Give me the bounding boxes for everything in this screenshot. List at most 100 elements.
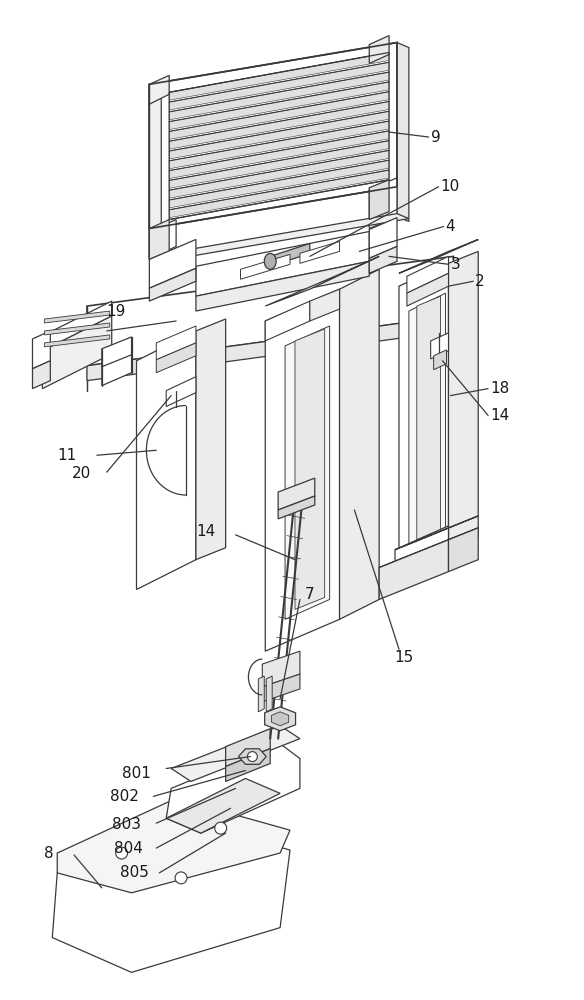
Polygon shape (262, 651, 300, 687)
Text: 15: 15 (394, 650, 413, 665)
Polygon shape (150, 214, 409, 261)
Polygon shape (169, 92, 389, 139)
Polygon shape (157, 326, 196, 360)
Polygon shape (169, 52, 389, 100)
Text: 14: 14 (490, 408, 509, 423)
Polygon shape (169, 170, 389, 218)
Text: 18: 18 (490, 381, 509, 396)
Polygon shape (44, 335, 110, 347)
Polygon shape (278, 496, 315, 519)
Polygon shape (272, 712, 288, 726)
Text: 802: 802 (110, 789, 138, 804)
Polygon shape (409, 293, 446, 552)
Polygon shape (169, 72, 389, 120)
Polygon shape (196, 232, 369, 296)
Polygon shape (150, 84, 161, 264)
Polygon shape (33, 361, 50, 389)
Polygon shape (87, 256, 453, 366)
Polygon shape (44, 311, 110, 323)
Polygon shape (33, 331, 50, 369)
Text: 11: 11 (57, 448, 77, 463)
Polygon shape (369, 246, 397, 273)
Polygon shape (169, 62, 389, 110)
Polygon shape (169, 111, 389, 159)
Polygon shape (434, 350, 447, 370)
Text: 8: 8 (44, 846, 54, 861)
Polygon shape (171, 726, 300, 781)
Polygon shape (166, 744, 300, 833)
Polygon shape (310, 289, 339, 321)
Polygon shape (369, 218, 397, 258)
Polygon shape (265, 707, 296, 731)
Text: 9: 9 (430, 130, 440, 145)
Polygon shape (399, 263, 449, 573)
Text: 805: 805 (120, 865, 148, 880)
Polygon shape (265, 289, 339, 651)
Polygon shape (43, 316, 112, 389)
Polygon shape (266, 676, 272, 712)
Polygon shape (169, 160, 389, 208)
Polygon shape (300, 241, 339, 263)
Polygon shape (238, 749, 266, 764)
Polygon shape (265, 301, 310, 341)
Polygon shape (449, 528, 478, 572)
Polygon shape (166, 778, 280, 833)
Polygon shape (169, 82, 389, 130)
Polygon shape (395, 548, 478, 584)
Polygon shape (196, 319, 225, 560)
Polygon shape (430, 333, 449, 359)
Text: 20: 20 (72, 466, 91, 481)
Polygon shape (395, 516, 478, 550)
Text: 4: 4 (446, 219, 455, 234)
Polygon shape (241, 254, 290, 279)
Polygon shape (169, 150, 389, 198)
Polygon shape (270, 243, 310, 266)
Circle shape (116, 847, 127, 859)
Polygon shape (150, 220, 169, 259)
Polygon shape (169, 141, 389, 188)
Polygon shape (225, 729, 270, 767)
Polygon shape (196, 261, 369, 311)
Polygon shape (449, 251, 478, 550)
Text: 2: 2 (475, 274, 485, 289)
Circle shape (248, 752, 258, 762)
Polygon shape (285, 326, 329, 619)
Polygon shape (262, 674, 300, 702)
Text: 804: 804 (114, 841, 142, 856)
Polygon shape (295, 329, 325, 609)
Polygon shape (369, 180, 389, 220)
Polygon shape (369, 36, 389, 63)
Polygon shape (57, 798, 290, 893)
Text: 7: 7 (305, 587, 315, 602)
Polygon shape (407, 273, 449, 306)
Polygon shape (397, 43, 409, 222)
Text: 803: 803 (112, 817, 141, 832)
Ellipse shape (265, 253, 276, 269)
Text: 801: 801 (121, 766, 151, 781)
Polygon shape (102, 337, 131, 367)
Polygon shape (379, 540, 449, 599)
Polygon shape (87, 316, 453, 381)
Text: 19: 19 (107, 304, 126, 319)
Polygon shape (150, 220, 176, 259)
Polygon shape (265, 256, 379, 306)
Polygon shape (417, 296, 440, 540)
Polygon shape (395, 526, 449, 584)
Polygon shape (150, 75, 169, 104)
Polygon shape (43, 301, 112, 351)
Text: 14: 14 (196, 524, 215, 539)
Polygon shape (166, 377, 196, 407)
Polygon shape (407, 256, 449, 293)
Text: 3: 3 (450, 257, 460, 272)
Circle shape (175, 872, 187, 884)
Polygon shape (137, 331, 196, 589)
Polygon shape (102, 353, 131, 386)
Polygon shape (157, 343, 196, 373)
Polygon shape (150, 268, 196, 301)
Polygon shape (44, 323, 110, 335)
Polygon shape (278, 478, 315, 510)
Polygon shape (169, 101, 389, 149)
Polygon shape (258, 676, 265, 712)
Text: 10: 10 (440, 179, 460, 194)
Polygon shape (53, 818, 290, 972)
